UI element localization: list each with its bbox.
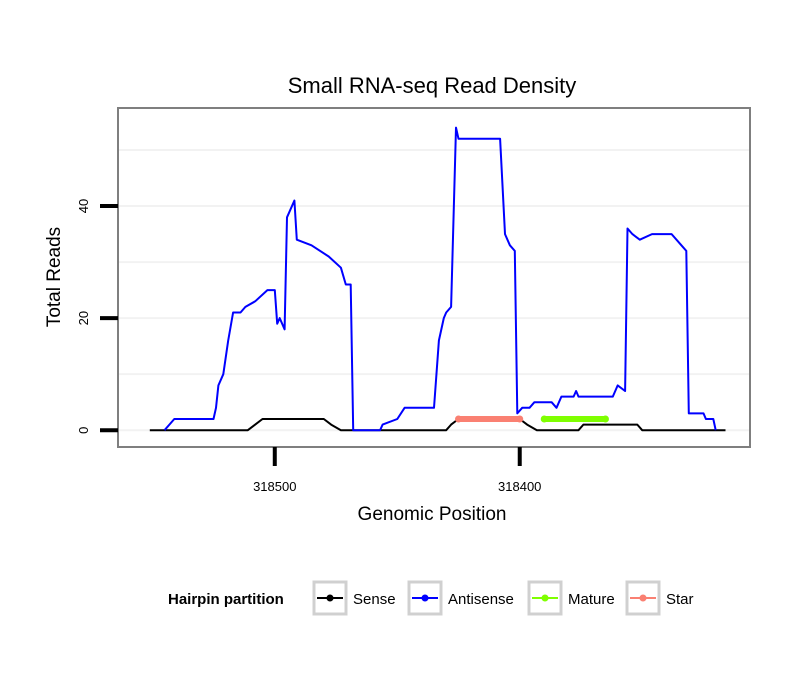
y-tick-label: 20 [76,311,91,325]
legend-key-point [421,594,429,602]
legend-title: Hairpin partition [168,591,284,608]
plot-panel-border [117,107,751,448]
legend-key-point [326,594,334,602]
legend-label-antisense: Antisense [448,591,514,608]
y-tick-label: 0 [76,427,91,434]
series-point-star [454,415,462,423]
legend-key-point [639,594,647,602]
y-tick-label: 40 [76,199,91,213]
x-tick-label: 318400 [498,479,541,494]
x-axis-label: Genomic Position [358,504,507,525]
legend-label-star: Star [666,591,694,608]
series-line-sense [149,418,726,432]
series-lines [149,126,726,432]
legend: Sense Antisense Mature Star [312,580,694,616]
axes: 0 20 40 318500 318400 [76,199,541,494]
series-point-star [516,415,524,423]
series-point-mature [540,415,548,423]
x-tick-label: 318500 [253,479,296,494]
chart-title: Small RNA-seq Read Density [288,73,577,98]
legend-label-sense: Sense [353,591,396,608]
legend-label-mature: Mature [568,591,615,608]
legend-key-point [541,594,549,602]
series-point-mature [601,415,609,423]
y-axis-label: Total Reads [44,227,65,327]
series-line-antisense [163,126,717,432]
grid [118,149,750,432]
